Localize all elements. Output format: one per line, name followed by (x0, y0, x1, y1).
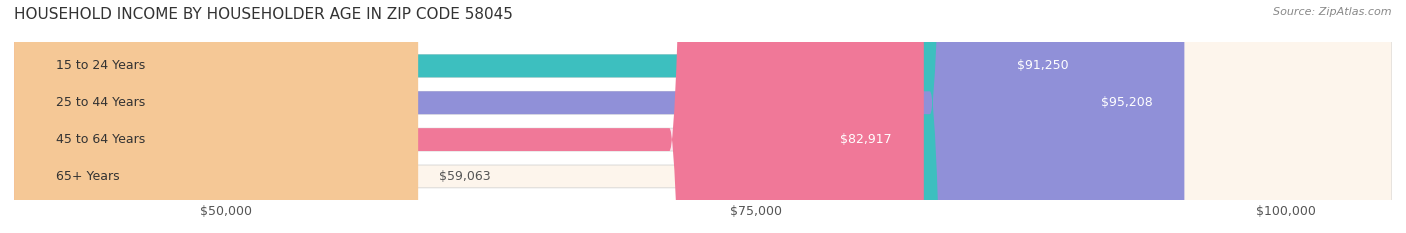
Text: $82,917: $82,917 (841, 133, 891, 146)
Text: 45 to 64 Years: 45 to 64 Years (56, 133, 146, 146)
FancyBboxPatch shape (14, 0, 1392, 233)
Text: 65+ Years: 65+ Years (56, 170, 120, 183)
FancyBboxPatch shape (14, 0, 418, 233)
Text: Source: ZipAtlas.com: Source: ZipAtlas.com (1274, 7, 1392, 17)
FancyBboxPatch shape (14, 0, 1392, 233)
Text: 15 to 24 Years: 15 to 24 Years (56, 59, 146, 72)
Text: $59,063: $59,063 (439, 170, 491, 183)
Text: $91,250: $91,250 (1017, 59, 1069, 72)
FancyBboxPatch shape (14, 0, 1184, 233)
Text: 25 to 44 Years: 25 to 44 Years (56, 96, 146, 109)
FancyBboxPatch shape (14, 0, 924, 233)
FancyBboxPatch shape (14, 0, 1101, 233)
FancyBboxPatch shape (14, 0, 1392, 233)
Text: $95,208: $95,208 (1101, 96, 1153, 109)
Text: HOUSEHOLD INCOME BY HOUSEHOLDER AGE IN ZIP CODE 58045: HOUSEHOLD INCOME BY HOUSEHOLDER AGE IN Z… (14, 7, 513, 22)
FancyBboxPatch shape (14, 0, 1392, 233)
